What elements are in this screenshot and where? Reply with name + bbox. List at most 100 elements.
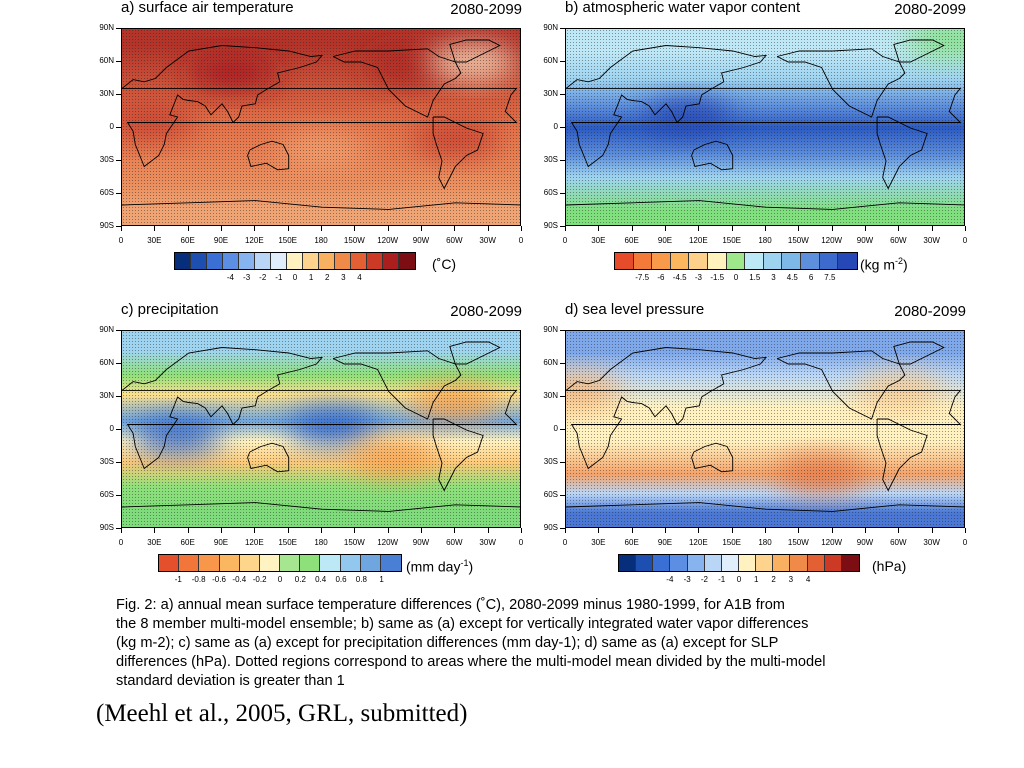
coastline: [332, 350, 462, 420]
colorbar-label: 0: [733, 273, 739, 282]
colorbar-label: 6: [808, 273, 814, 282]
colorbar-swatch: [199, 555, 220, 571]
lon-tick-label: 60E: [180, 538, 195, 547]
coastline: [776, 48, 906, 118]
colorbar-swatch: [360, 555, 381, 571]
lat-tick-label: 60N: [99, 56, 114, 65]
lon-tick-label: 30E: [147, 236, 162, 245]
colorbar-swatch: [239, 253, 255, 269]
colorbar-label: 1.5: [749, 273, 761, 282]
colorbar-label: -0.2: [252, 575, 267, 584]
lon-tick-label: 60W: [890, 236, 907, 245]
lon-tick: [898, 226, 900, 231]
lon-tick-label: 0: [118, 538, 124, 547]
lat-tick: [560, 94, 565, 95]
colorbar-label: 3: [771, 273, 776, 282]
lon-tick: [254, 226, 256, 231]
lon-tick: [865, 226, 866, 231]
colorbar-swatch: [179, 555, 200, 571]
lat-tick-label: 0: [553, 122, 558, 131]
lon-tick: [287, 226, 289, 231]
coastline: [122, 200, 520, 210]
lat-tick: [116, 127, 121, 128]
map-frame: [565, 28, 965, 226]
lon-tick: [354, 226, 356, 231]
colorbar: [158, 554, 402, 572]
colorbar-swatch: [687, 555, 705, 571]
lon-tick: [254, 528, 256, 533]
colorbar-swatch: [670, 253, 690, 269]
colorbar-label: -0.8: [191, 575, 206, 584]
lon-tick: [631, 226, 633, 231]
lon-tick-label: 30E: [591, 538, 606, 547]
lon-tick: [221, 528, 222, 533]
lat-tick-label: 60S: [99, 490, 114, 499]
lon-tick-label: 60W: [446, 538, 463, 547]
coastline: [876, 418, 928, 492]
colorbar-swatch: [615, 253, 634, 269]
coastline: [566, 502, 964, 512]
lon-tick-label: 150E: [278, 236, 297, 245]
lon-tick-label: 90W: [412, 538, 430, 547]
colorbar-swatch: [259, 555, 281, 571]
colorbar-label: -3: [694, 273, 703, 282]
lon-tick-label: 60E: [624, 538, 639, 547]
colorbar-unit: (kg m-2): [860, 256, 908, 273]
lon-tick: [965, 226, 966, 231]
colorbar-swatch: [790, 555, 808, 571]
panel-period: 2080-2099: [894, 1, 966, 18]
lon-tick: [154, 226, 156, 231]
lon-tick: [765, 528, 766, 533]
lon-tick: [354, 528, 356, 533]
coastline: [122, 502, 520, 512]
map-svg: [566, 331, 964, 527]
lon-tick: [865, 528, 866, 533]
lon-tick-label: 120E: [244, 236, 264, 245]
lat-tick: [560, 330, 565, 331]
map-panel-a: a) surface air temperature 2080-2099 90N 60…: [88, 0, 528, 300]
lat-tick: [560, 193, 565, 194]
lon-tick-label: 90E: [213, 236, 229, 245]
coastline: [893, 341, 945, 365]
colorbar-swatch: [633, 253, 653, 269]
lon-tick-label: 90E: [657, 236, 673, 245]
colorbar-swatch: [383, 253, 399, 269]
colorbar-swatch: [319, 253, 335, 269]
colorbar-label: -4: [666, 575, 674, 584]
coastline: [876, 116, 928, 190]
caption-line: the 8 member multi-model ensemble; b) sa…: [116, 616, 809, 632]
map-svg: [122, 29, 520, 225]
colorbar-swatch: [367, 253, 383, 269]
coastline: [566, 45, 962, 168]
colorbar-swatch: [335, 253, 351, 269]
lon-tick: [665, 226, 666, 231]
colorbar-swatch: [708, 253, 727, 269]
colorbar-swatch: [239, 555, 260, 571]
map-panel-d: d) sea level pressure 2080-2099 90N 60N 30N 0…: [532, 301, 972, 602]
lat-tick: [560, 396, 565, 397]
colorbar-swatch: [745, 253, 764, 269]
lat-tick-label: 90S: [99, 523, 114, 532]
caption-line: standard deviation is greater than 1: [116, 673, 345, 689]
lon-tick-label: 0: [562, 538, 568, 547]
lat-tick: [560, 528, 565, 529]
lat-tick-label: 60N: [543, 56, 558, 65]
lon-tick-label: 60W: [446, 236, 463, 245]
colorbar-label: 3: [341, 273, 346, 282]
lon-tick: [187, 528, 189, 533]
colorbar-swatch: [653, 555, 671, 571]
colorbar-swatch: [782, 253, 802, 269]
lon-tick: [665, 528, 666, 533]
lat-tick: [116, 495, 121, 496]
lon-tick-label: 0: [962, 236, 968, 245]
colorbar-swatch: [801, 253, 820, 269]
lat-tick-label: 0: [109, 122, 114, 131]
colorbar-label: 0: [736, 575, 742, 584]
lat-tick: [116, 193, 121, 194]
lon-tick: [898, 528, 900, 533]
colorbar-swatch: [838, 253, 857, 269]
colorbar-swatch: [300, 555, 321, 571]
lat-tick-label: 0: [553, 424, 558, 433]
colorbar-swatch: [738, 555, 757, 571]
lat-tick: [116, 330, 121, 331]
